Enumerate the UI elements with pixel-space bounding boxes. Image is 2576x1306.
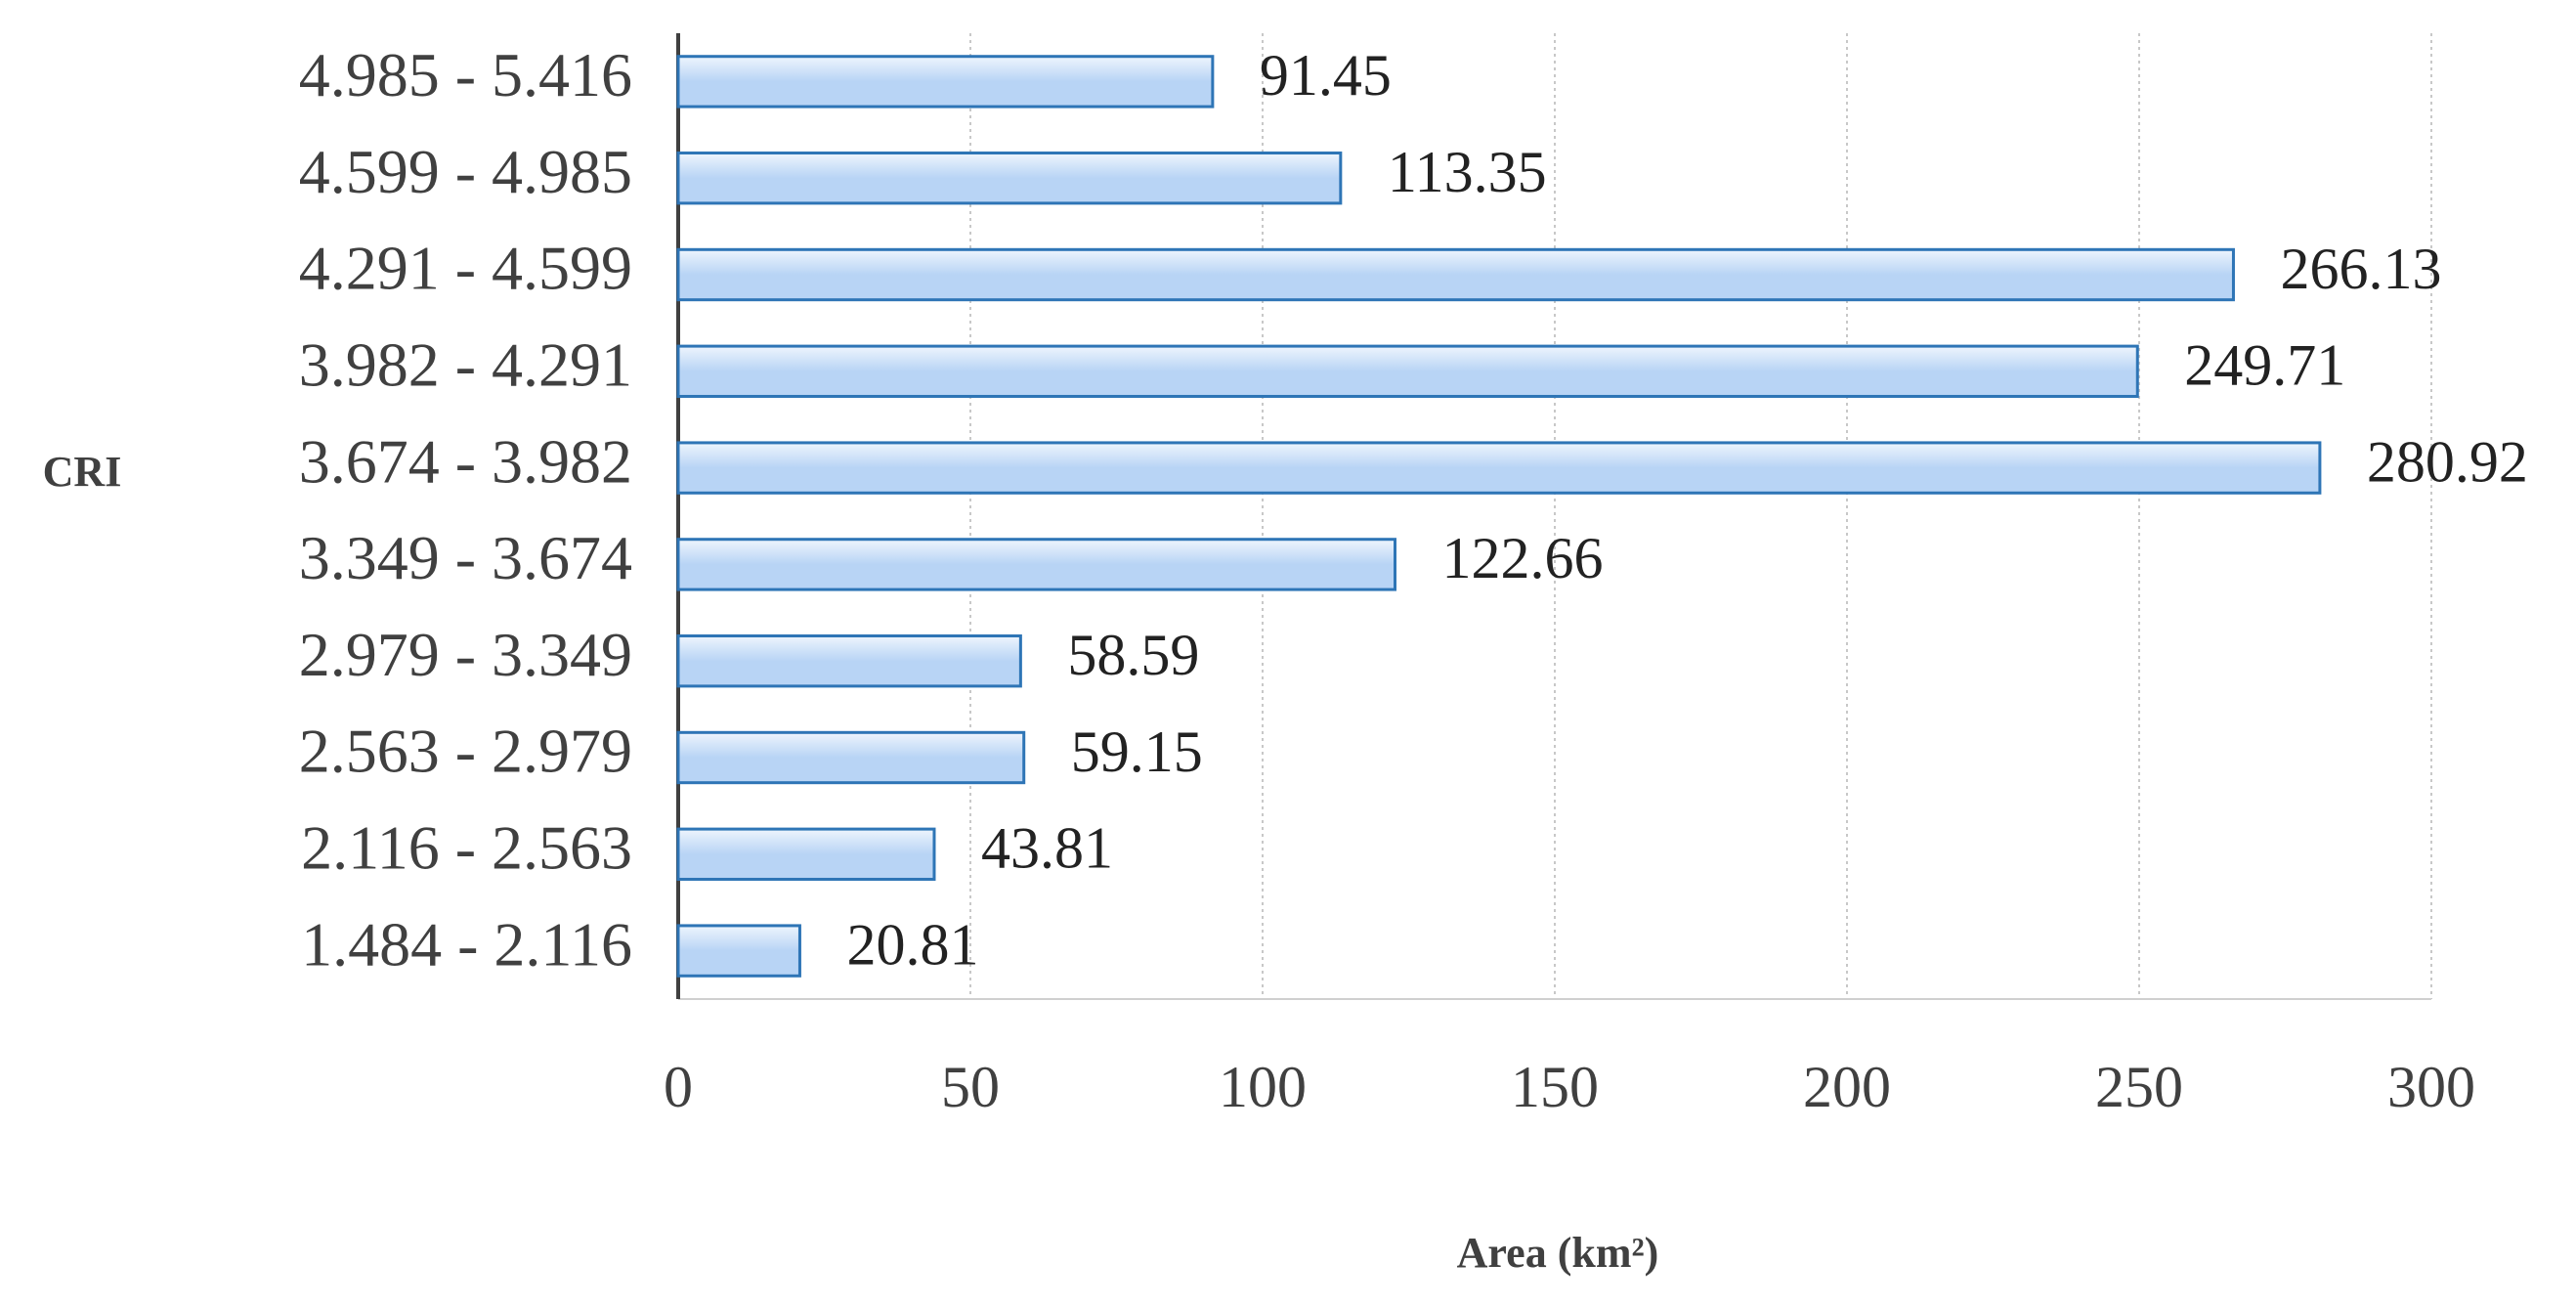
x-tick-label: 100 <box>1219 1055 1307 1119</box>
y-tick-label: 1.484 - 2.116 <box>301 909 632 979</box>
bar <box>676 634 1022 688</box>
x-tick-label: 200 <box>1803 1055 1891 1119</box>
x-axis-title: Area (km²) <box>1457 1229 1659 1277</box>
y-tick-label: 3.349 - 3.674 <box>299 523 632 592</box>
value-label: 280.92 <box>2367 429 2528 494</box>
y-tick-label: 4.985 - 5.416 <box>299 40 632 109</box>
y-tick-label: 2.563 - 2.979 <box>299 717 632 786</box>
bar <box>676 924 801 978</box>
y-tick-label: 3.982 - 4.291 <box>299 329 632 399</box>
bar <box>676 247 2235 302</box>
value-label: 43.81 <box>981 816 1113 881</box>
y-tick-label: 4.599 - 4.985 <box>299 137 632 206</box>
x-tick-label: 0 <box>664 1055 693 1119</box>
value-label: 59.15 <box>1071 719 1203 784</box>
bar <box>676 538 1397 591</box>
y-tick-label: 4.291 - 4.599 <box>299 234 632 303</box>
x-tick-label: 150 <box>1511 1055 1599 1119</box>
value-label: 122.66 <box>1442 526 1604 590</box>
value-label: 20.81 <box>846 912 978 977</box>
bar <box>676 55 1215 109</box>
value-label: 113.35 <box>1388 140 1547 204</box>
y-tick-label: 2.979 - 3.349 <box>299 620 632 689</box>
value-label: 58.59 <box>1067 623 1199 687</box>
y-axis-title: CRI <box>43 448 122 496</box>
x-tick-label: 50 <box>941 1055 1000 1119</box>
x-tick-label: 300 <box>2387 1055 2475 1119</box>
value-label: 91.45 <box>1260 43 1392 108</box>
x-tick-label: 250 <box>2095 1055 2183 1119</box>
bar <box>676 152 1343 205</box>
bar <box>676 441 2322 495</box>
y-tick-label: 2.116 - 2.563 <box>301 812 632 882</box>
value-label: 249.71 <box>2184 333 2345 398</box>
value-label: 266.13 <box>2280 237 2441 301</box>
bar <box>676 827 936 881</box>
y-tick-label: 3.674 - 3.982 <box>299 426 632 496</box>
bar <box>676 344 2139 398</box>
bar <box>676 730 1026 785</box>
